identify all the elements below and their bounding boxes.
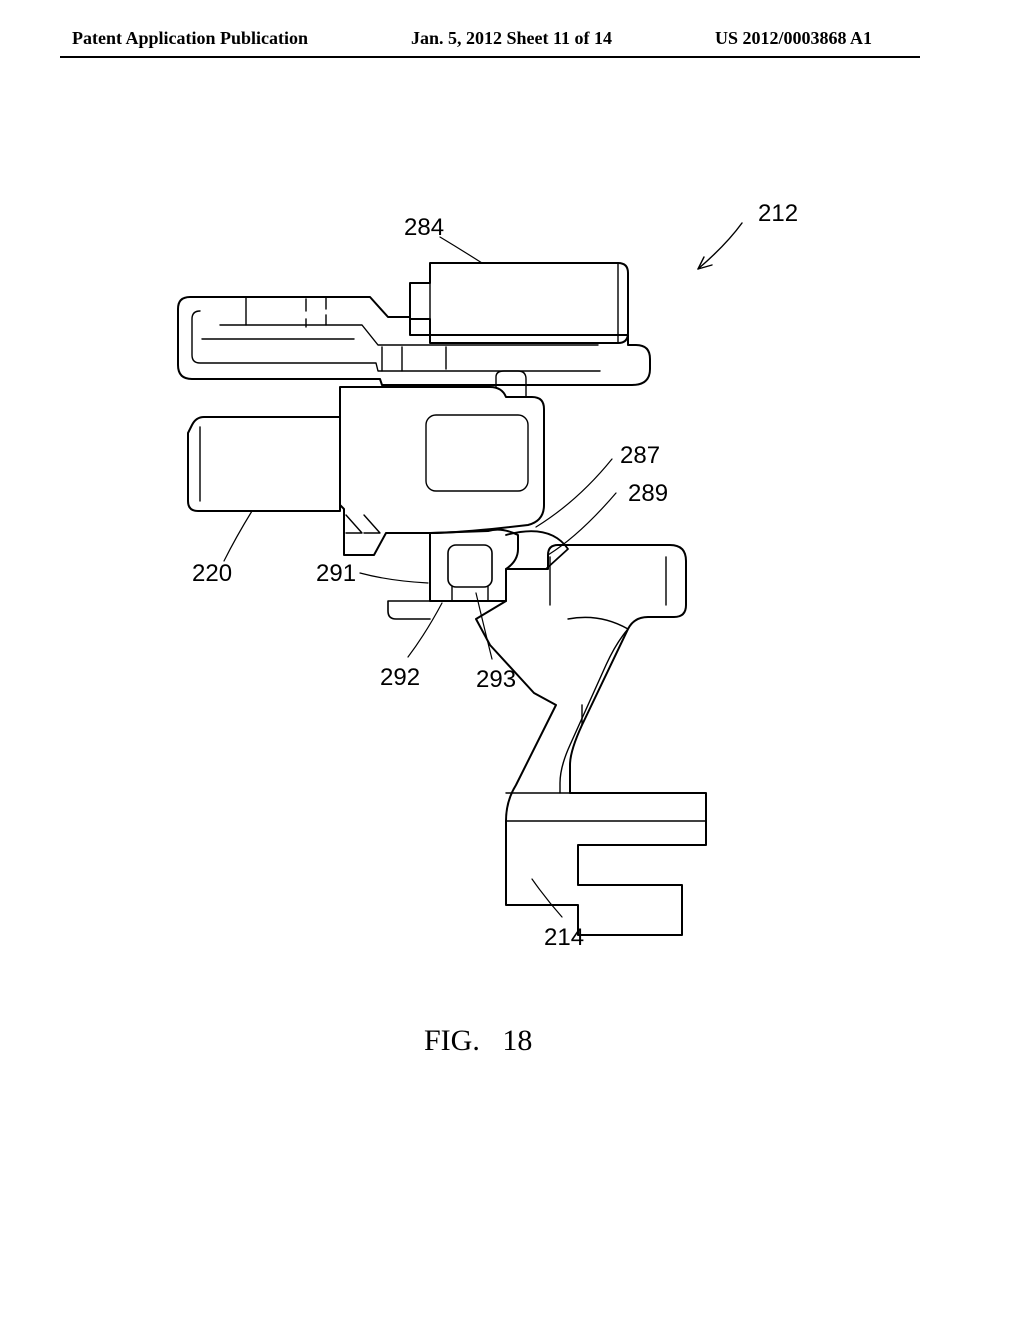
- ref-293: 293: [476, 666, 516, 694]
- ref-220: 220: [192, 560, 232, 588]
- ref-287: 287: [620, 442, 660, 470]
- ref-289: 289: [628, 480, 668, 508]
- patent-diagram: [130, 205, 830, 945]
- ref-212: 212: [758, 200, 798, 228]
- ref-292: 292: [380, 664, 420, 692]
- figure-caption-prefix: FIG.: [424, 1024, 480, 1057]
- ref-284: 284: [404, 214, 444, 242]
- figure-caption: FIG. 18: [424, 1024, 532, 1058]
- figure-area: 212 284 287 289 220 291 292 293 214 FIG.…: [0, 0, 1024, 1320]
- figure-caption-number: 18: [502, 1024, 532, 1057]
- ref-291: 291: [316, 560, 356, 588]
- ref-214: 214: [544, 924, 584, 952]
